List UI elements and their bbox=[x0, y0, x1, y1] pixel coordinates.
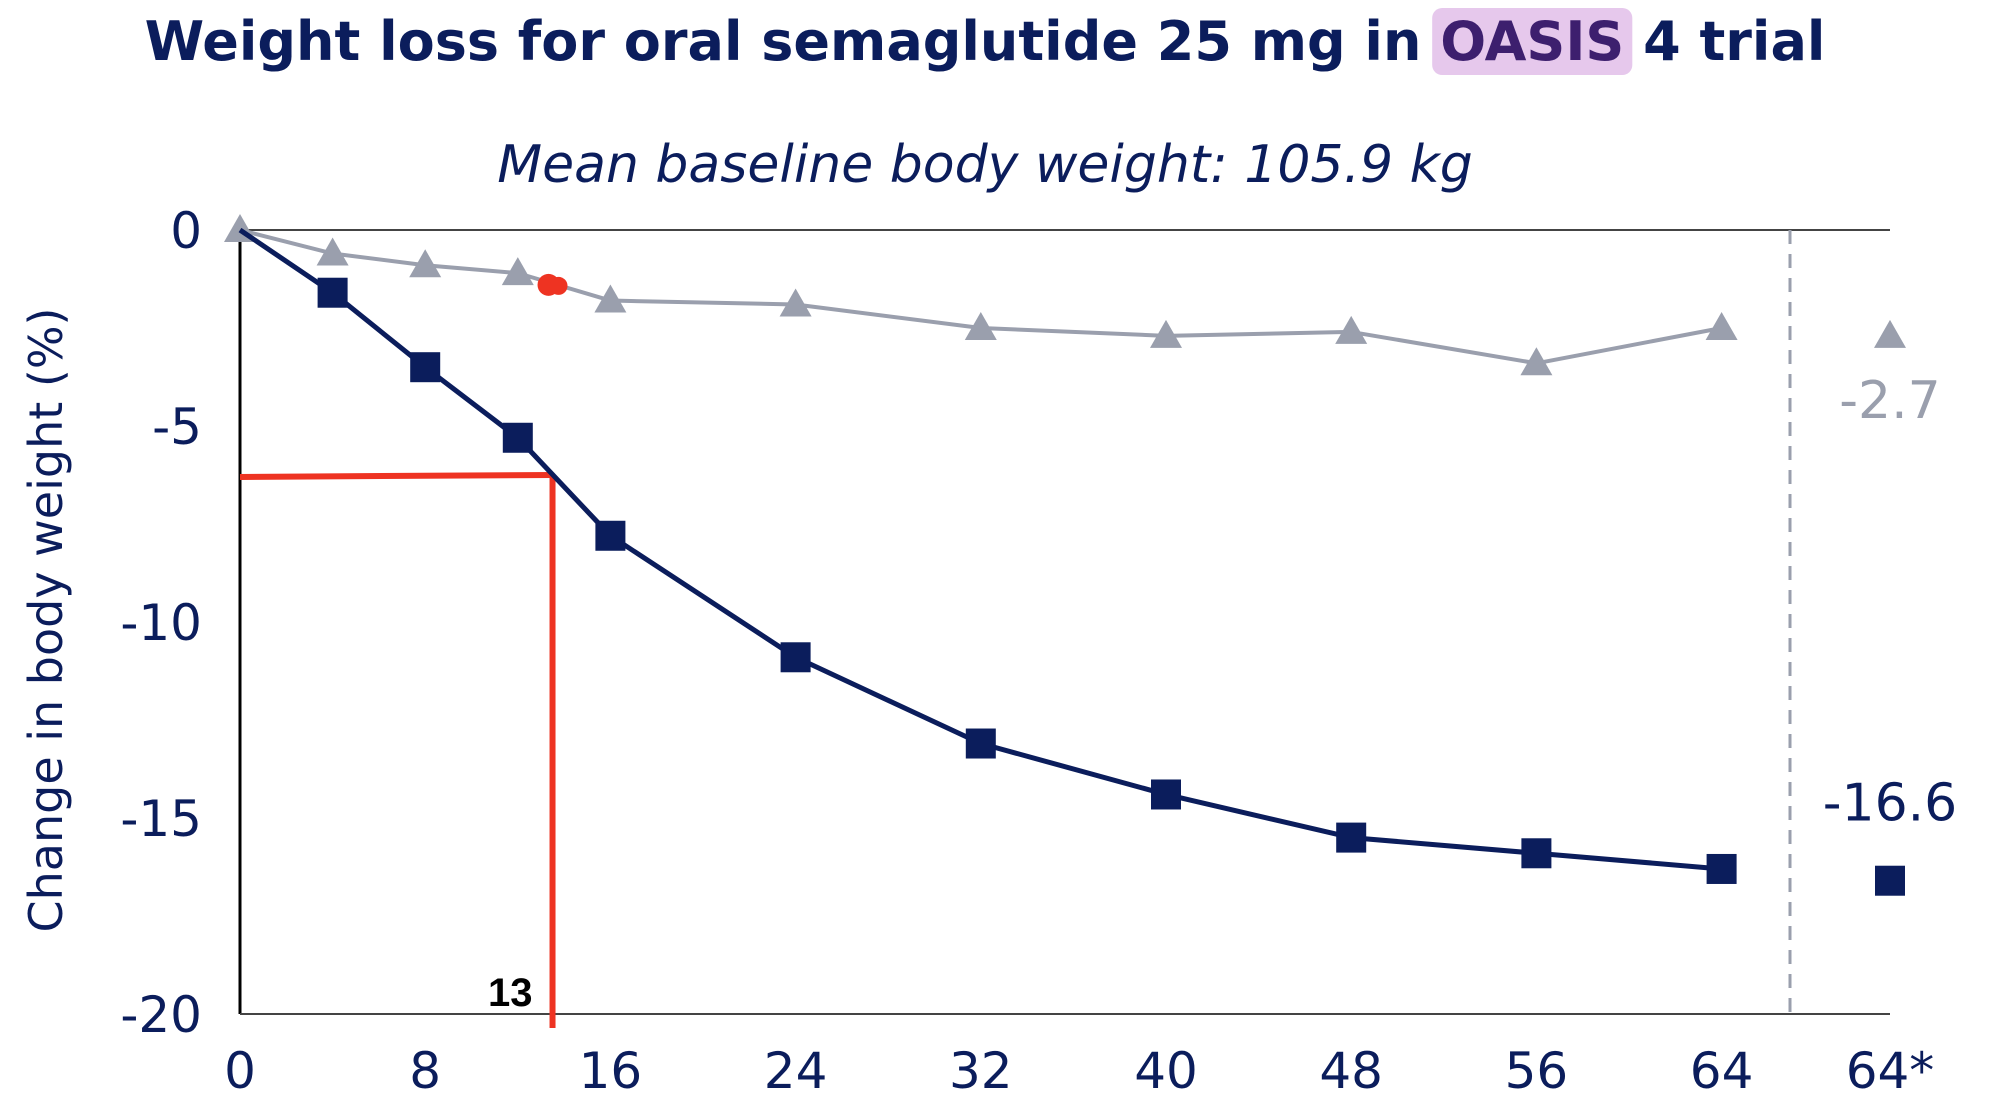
semaglutide-point bbox=[1151, 779, 1181, 810]
placebo-point bbox=[1705, 312, 1738, 340]
annotation-label: 13 bbox=[488, 971, 533, 1015]
y-tick-label: -15 bbox=[120, 790, 202, 848]
annotation-dot bbox=[549, 276, 568, 295]
title-part-after: 4 trial bbox=[1624, 10, 1825, 73]
placebo-point bbox=[316, 237, 349, 266]
title-part-before: Weight loss for oral semaglutide 25 mg i… bbox=[145, 10, 1441, 73]
placebo-final-point bbox=[1874, 319, 1906, 348]
semaglutide-point bbox=[780, 642, 811, 673]
x-tick-label: 8 bbox=[409, 1042, 441, 1100]
chart-subtitle: Mean baseline body weight: 105.9 kg bbox=[497, 135, 1473, 195]
placebo-point bbox=[1335, 315, 1368, 344]
y-tick-label: -10 bbox=[120, 594, 202, 652]
semaglutide-point bbox=[317, 277, 348, 308]
placebo-point bbox=[594, 284, 627, 313]
semaglutide-point bbox=[1706, 853, 1737, 884]
chart-title: Weight loss for oral semaglutide 25 mg i… bbox=[145, 10, 1826, 73]
annotation-horizontal-line bbox=[239, 471, 553, 480]
semaglutide-point bbox=[1521, 838, 1552, 869]
y-tick-label: -5 bbox=[152, 398, 202, 456]
x-tick-label: 56 bbox=[1505, 1042, 1569, 1100]
x-tick-label: 32 bbox=[949, 1042, 1013, 1100]
x-tick-label: 64 bbox=[1690, 1042, 1754, 1100]
semaglutide-point bbox=[595, 520, 626, 551]
x-tick-label: 64* bbox=[1846, 1042, 1935, 1100]
placebo-point bbox=[1520, 347, 1553, 376]
placebo-point bbox=[501, 257, 534, 286]
placebo-line bbox=[239, 228, 1722, 366]
semaglutide-final-label: -16.6 bbox=[1823, 774, 1958, 834]
placebo-final-label: -2.7 bbox=[1839, 371, 1940, 431]
x-tick-label: 40 bbox=[1134, 1042, 1198, 1100]
x-tick-label: 16 bbox=[579, 1042, 643, 1100]
x-tick-label: 24 bbox=[764, 1042, 828, 1100]
marks: -2.7 -16.6 13 bbox=[224, 214, 1957, 1028]
title-highlight-text: OASIS bbox=[1440, 10, 1624, 73]
placebo-point bbox=[964, 312, 997, 340]
placebo-point bbox=[409, 249, 442, 278]
y-tick-label: -20 bbox=[120, 986, 202, 1044]
semaglutide-point bbox=[1336, 822, 1367, 853]
x-tick-label: 0 bbox=[224, 1042, 256, 1100]
semaglutide-point bbox=[965, 728, 996, 759]
axes: 0 -5 -10 -15 -20 0 8 16 24 32 40 48 56 64 64* bbox=[120, 202, 1934, 1100]
semaglutide-point bbox=[502, 422, 533, 453]
y-tick-label: 0 bbox=[170, 202, 202, 260]
y-axis-label: Change in body weight (%) bbox=[19, 308, 73, 933]
semaglutide-final-point bbox=[1875, 865, 1905, 896]
x-tick-label: 48 bbox=[1319, 1042, 1383, 1100]
semaglutide-point bbox=[410, 352, 441, 383]
title-highlight bbox=[1432, 8, 1633, 75]
placebo-point bbox=[779, 288, 812, 317]
placebo-point bbox=[1150, 319, 1182, 348]
